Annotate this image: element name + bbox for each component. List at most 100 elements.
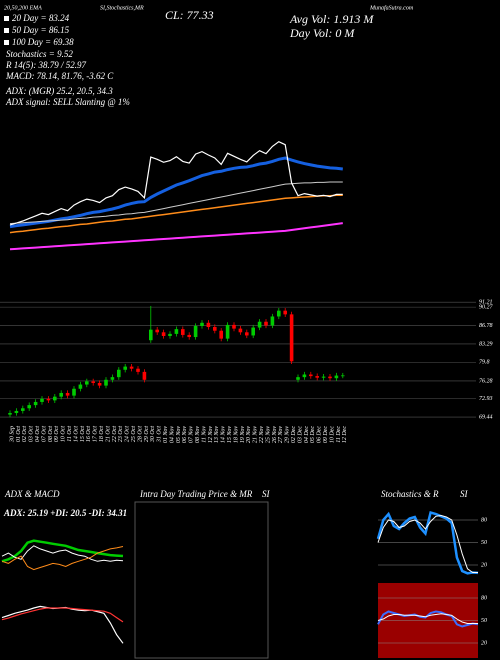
y-tick-label: 83.29 [479,341,493,347]
x-tick-label: 15 Oct [80,426,86,442]
candle-body [27,405,31,409]
x-tick-label: 31 Oct [157,426,163,443]
x-tick-label: 04 Dec [303,426,310,443]
panel-title: SI [262,489,271,499]
candle-body [110,377,115,380]
candle-body [200,322,204,326]
x-tick-label: 07 Oct [41,426,47,442]
x-tick-label: 14 Nov [220,426,227,444]
candle-body [14,410,19,414]
candle-body [289,314,294,362]
y-tick-label: 79.8 [479,360,490,366]
candle-body [270,316,275,326]
indicator-text: R 14(5): 38.79 / 52.97 [5,60,86,70]
candle-body [296,377,300,380]
candle-body [302,374,307,378]
candle-body [21,408,25,411]
candle-body [161,332,166,336]
y-tick-label: 50 [481,618,487,624]
y-tick-label: 20 [481,640,487,646]
y-tick-label: 91.21 [479,300,493,306]
x-tick-label: 23 Oct [118,426,124,442]
panel-title: Intra Day Trading Price & MR [139,489,253,499]
x-tick-label: 21 Oct [105,426,111,442]
x-tick-label: 01 Nov [163,426,169,444]
x-tick-label: 12 Dec [342,426,348,443]
header-text: 20,50,200 EMA [4,5,42,11]
site-name: MunafaSutra.com [369,4,414,11]
x-tick-label: 19 Nov [240,426,246,444]
candle-body [251,327,255,336]
legend-text: 100 Day = 69.38 [12,37,74,47]
candle-body [328,376,332,379]
candle-body [91,381,95,383]
y-tick-label: 90.27 [479,305,494,311]
x-tick-label: 08 Oct [48,426,54,442]
x-tick-label: 26 Nov [272,426,278,444]
x-tick-label: 10 Oct [61,426,67,442]
indicator-line [377,613,478,624]
x-tick-label: 14 Oct [72,426,79,442]
indicator-text: MACD: 78.14, 81.76, -3.62 C [5,71,114,81]
y-tick-label: 50 [481,540,487,546]
x-tick-label: 25 Nov [265,426,271,444]
legend-text: 20 Day = 83.24 [12,13,70,23]
header-text: SI,Stochastics,MR [100,5,144,11]
x-tick-label: 02 Oct [22,426,28,442]
ema-line [9,194,343,234]
candle-body [8,413,12,415]
candle-body [65,392,70,396]
x-tick-label: 13 Nov [214,426,220,444]
x-tick-label: 21 Nov [253,426,259,444]
candle-body [232,324,236,329]
candle-body [238,328,243,333]
candle-body [136,368,140,372]
x-tick-label: 15 Nov [227,426,233,444]
x-tick-label: 03 Oct [29,426,35,442]
y-tick-label: 80 [481,517,487,523]
avg-volume: Avg Vol: 1.913 M [289,12,374,26]
legend-swatch [4,16,9,21]
x-tick-label: 06 Dec [317,426,323,443]
y-tick-label: 69.44 [479,413,493,420]
x-tick-label: 11 Dec [336,426,342,443]
close-price: CL: 77.33 [165,8,214,22]
panel-title: SI [460,489,469,499]
x-tick-label: 17 Oct [93,426,99,442]
x-tick-label: 22 Oct [112,426,118,442]
ema-line [9,181,343,225]
candle-body [129,366,134,369]
panel-label: ADX: 25.19 +DI: 20.5 -DI: 34.31 [3,508,127,518]
x-tick-label: 29 Oct [144,426,150,442]
x-tick-label: 12 Nov [208,426,214,444]
candle-body [72,388,76,396]
candle-body [341,375,345,377]
x-tick-label: 04 Nov [168,426,175,444]
indicator-text: Stochastics = 9.52 [6,49,73,59]
candle-body [78,384,83,389]
x-tick-label: 28 Oct [137,426,143,442]
candle-body [168,333,172,336]
indicator-line [377,610,479,628]
x-tick-label: 16 Oct [86,426,92,442]
candle-body [149,329,153,341]
indicator-line [1,546,124,571]
candle-body [181,329,185,335]
candle-body [85,381,89,385]
x-tick-label: 09 Oct [54,426,60,442]
x-tick-label: 20 Nov [246,426,252,444]
x-tick-label: 30 Sep [9,426,15,443]
candle-body [174,329,179,334]
indicator-text: ADX: (MGR) 25.2, 20.5, 34.3 [5,86,113,96]
panel-title: ADX & MACD [4,489,60,499]
candle-body [219,330,223,339]
x-tick-label: 18 Oct [99,426,105,442]
candle-body [321,376,326,378]
candle-body [206,322,211,328]
candle-body [213,327,217,331]
candle-body [264,321,268,326]
candle-body [283,310,287,315]
x-tick-label: 18 Nov [233,426,239,444]
indicator-line [376,510,479,575]
